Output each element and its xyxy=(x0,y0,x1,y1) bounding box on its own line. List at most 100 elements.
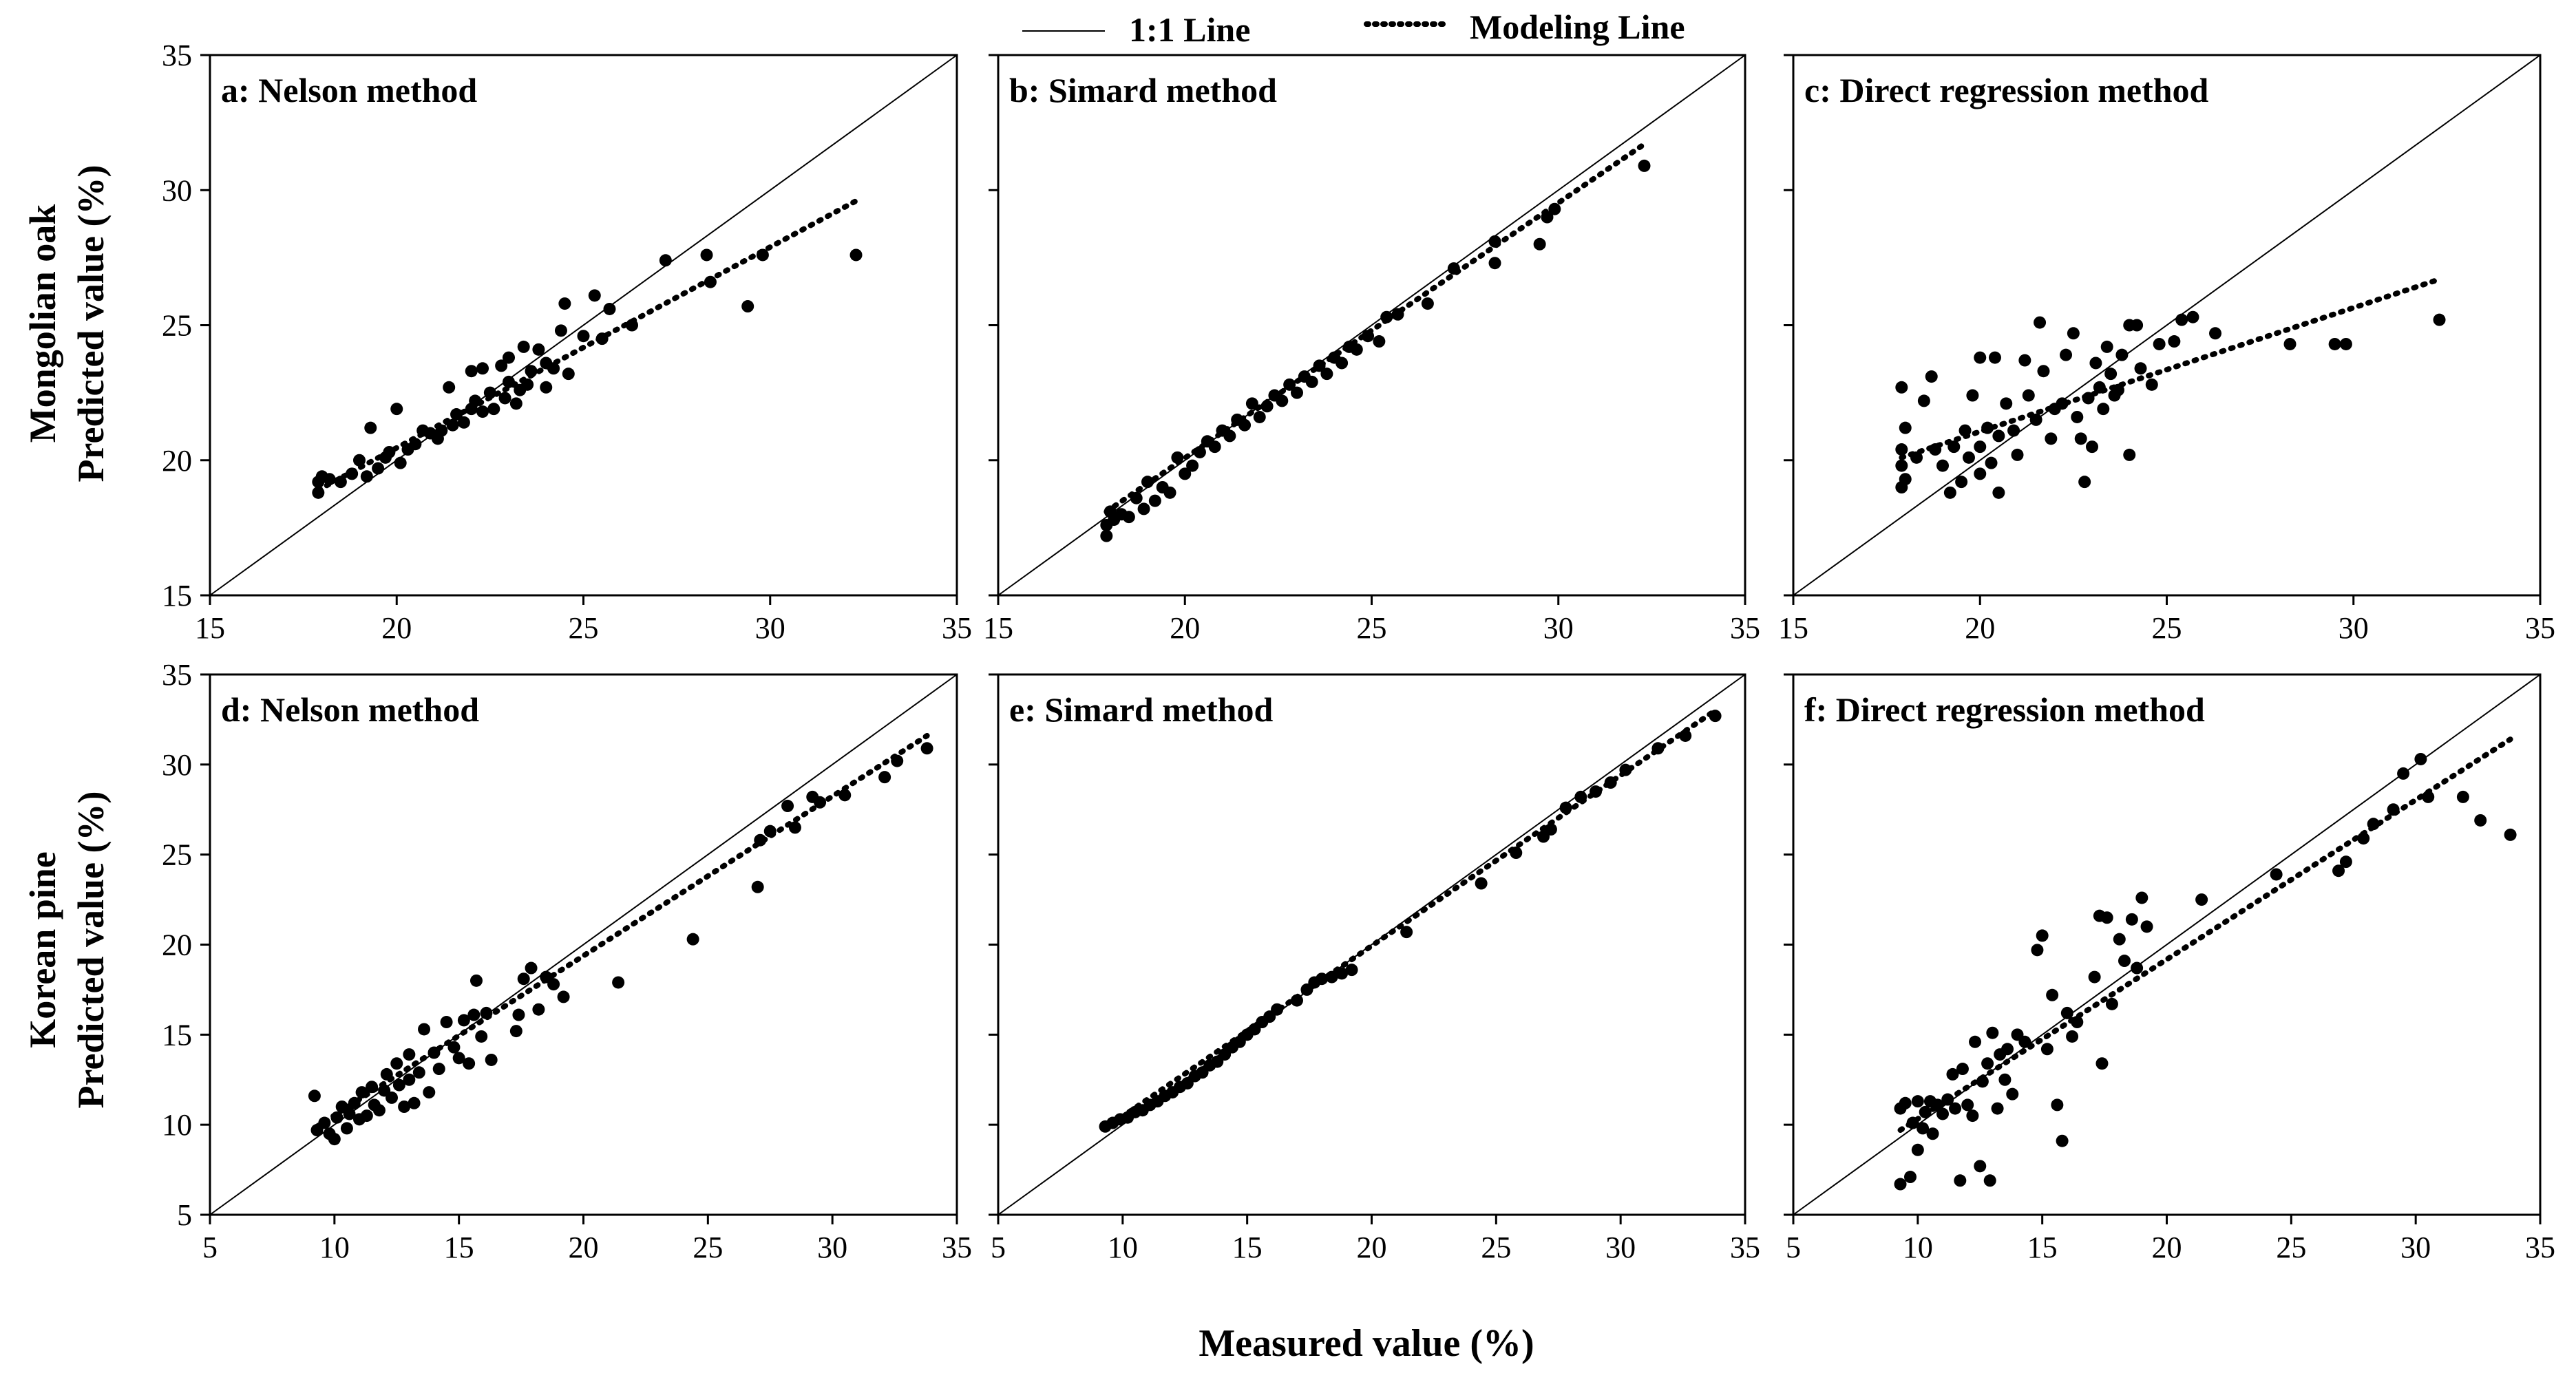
data-point xyxy=(1533,237,1546,251)
data-point xyxy=(595,332,609,346)
x-tick-label: 35 xyxy=(2525,611,2555,645)
legend-identity-label: 1:1 Line xyxy=(1129,10,1250,49)
data-point xyxy=(1969,1035,1982,1048)
data-point xyxy=(547,978,560,991)
panel-f-identity-line xyxy=(1793,674,2541,1215)
data-point xyxy=(1988,351,2001,364)
data-point xyxy=(1998,1073,2012,1086)
data-point xyxy=(485,1053,498,1066)
data-point xyxy=(2131,961,2144,975)
data-point xyxy=(1373,335,1386,348)
data-point xyxy=(2100,911,2113,924)
row2-ylabel: Predicted value (%) xyxy=(70,791,112,1109)
data-point xyxy=(2422,790,2435,803)
data-point xyxy=(1320,368,1333,381)
data-point xyxy=(878,771,891,784)
data-point xyxy=(554,324,567,337)
data-point xyxy=(1895,381,1908,394)
data-point xyxy=(1981,1057,1994,1070)
panel-b-identity-line xyxy=(997,54,1746,596)
data-point xyxy=(386,1091,399,1104)
data-point xyxy=(403,1048,416,1061)
x-tick-label: 20 xyxy=(569,1231,599,1264)
data-point xyxy=(2006,1087,2019,1101)
data-point xyxy=(1335,967,1349,980)
x-tick-label: 35 xyxy=(1730,611,1760,645)
data-point xyxy=(447,1041,461,1054)
data-point xyxy=(2056,397,2069,410)
data-point xyxy=(1974,467,1987,480)
data-point xyxy=(1193,445,1206,458)
data-point xyxy=(2123,448,2136,461)
data-point xyxy=(1271,1003,1284,1016)
data-point xyxy=(1541,211,1554,224)
panel-b: 15 20 25 30 35 b: Simard method xyxy=(983,54,1760,645)
data-point xyxy=(2456,790,2469,803)
data-point xyxy=(312,486,325,499)
data-point xyxy=(1488,235,1501,248)
y-tick-label: 30 xyxy=(162,748,192,782)
data-point xyxy=(412,1066,425,1079)
data-point xyxy=(1475,877,1488,890)
x-tick-label: 15 xyxy=(195,611,225,645)
x-tick-label: 25 xyxy=(569,611,599,645)
data-point xyxy=(1421,297,1434,310)
data-point xyxy=(465,365,478,378)
row1-species-label: Mongolian oak xyxy=(22,204,63,443)
data-point xyxy=(2056,1134,2069,1147)
data-point xyxy=(360,470,373,483)
data-point xyxy=(1992,429,2005,443)
data-point xyxy=(2086,440,2098,454)
data-point xyxy=(1548,202,1561,215)
row2-species-label: Korean pine xyxy=(22,851,63,1048)
data-point xyxy=(588,289,601,302)
x-tick-label: 25 xyxy=(693,1231,723,1264)
data-point xyxy=(1679,729,1692,742)
x-tick-label: 25 xyxy=(1481,1231,1511,1264)
data-point xyxy=(509,1025,522,1038)
data-point xyxy=(2387,803,2400,816)
data-point xyxy=(814,796,827,809)
data-point xyxy=(2011,448,2024,461)
data-point xyxy=(390,1057,403,1070)
data-point xyxy=(1488,257,1501,270)
data-point xyxy=(1992,486,2005,499)
data-point xyxy=(1291,994,1303,1007)
data-point xyxy=(2168,335,2181,348)
data-point xyxy=(2097,403,2110,416)
data-point xyxy=(452,1052,465,1065)
data-point xyxy=(423,1086,436,1099)
data-point xyxy=(1380,310,1393,323)
data-point xyxy=(457,416,470,429)
data-point xyxy=(659,254,672,267)
data-point xyxy=(2283,337,2297,350)
data-point xyxy=(517,340,530,353)
data-point xyxy=(1941,1093,1954,1106)
data-point xyxy=(2036,929,2049,942)
data-point xyxy=(509,397,522,410)
data-point xyxy=(1925,370,1938,383)
data-point xyxy=(469,394,482,407)
y-tick-label: 10 xyxy=(162,1108,192,1142)
data-point xyxy=(1313,359,1326,372)
data-point xyxy=(756,248,769,262)
data-point xyxy=(1917,394,1930,407)
panel-e-identity-line xyxy=(997,674,1746,1215)
data-point xyxy=(1122,511,1135,524)
data-point xyxy=(2060,1006,2073,1019)
data-point xyxy=(435,424,448,437)
data-point xyxy=(418,1023,431,1036)
data-point xyxy=(2037,365,2050,378)
data-point xyxy=(1447,262,1460,275)
data-point xyxy=(2367,818,2380,831)
x-tick-label: 15 xyxy=(1778,611,1808,645)
data-point xyxy=(487,403,500,416)
data-point xyxy=(700,248,713,262)
data-point xyxy=(2082,392,2095,405)
x-tick-label: 35 xyxy=(1730,1231,1760,1264)
data-point xyxy=(525,961,538,975)
data-point xyxy=(475,1030,488,1043)
data-point xyxy=(427,1046,441,1059)
data-point xyxy=(2000,397,2013,410)
